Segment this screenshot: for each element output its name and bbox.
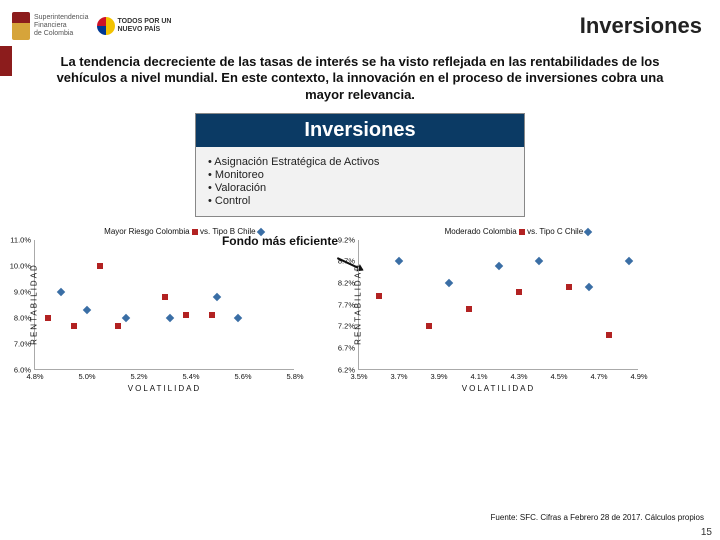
data-point-diamond: [83, 306, 91, 314]
ytick: 8.7%: [329, 257, 355, 266]
ytick: 7.0%: [5, 339, 31, 348]
inversiones-box: Inversiones • Asignación Estratégica de …: [195, 113, 525, 217]
data-point-diamond: [445, 279, 453, 287]
square-marker-icon: [192, 229, 198, 235]
pill-item: • Monitoreo: [208, 169, 512, 181]
data-point-diamond: [395, 257, 403, 265]
xtick: 5.6%: [234, 372, 251, 381]
header: Superintendencia Financiera de Colombia …: [0, 0, 720, 48]
chart-left-series-a-label: Mayor Riesgo Colombia: [104, 227, 189, 236]
data-point-square: [426, 323, 432, 329]
data-point-diamond: [122, 314, 130, 322]
fondo-eficiente-label: Fondo más eficiente: [222, 235, 338, 248]
chart-left-ylabel: RENTABILIDAD: [29, 263, 38, 345]
colombia-flag-icon: [97, 17, 115, 35]
square-marker-icon: [519, 229, 525, 235]
chart-left-plot: RENTABILIDAD VOLATILIDAD 6.0%7.0%8.0%9.0…: [34, 240, 294, 370]
inversiones-box-title: Inversiones: [196, 114, 524, 147]
logo2-line2: NUEVO PAÍS: [118, 26, 172, 34]
xtick: 4.9%: [630, 372, 647, 381]
data-point-diamond: [234, 314, 242, 322]
xtick: 5.2%: [130, 372, 147, 381]
inversiones-box-body: • Asignación Estratégica de Activos • Mo…: [196, 147, 524, 216]
logo2-line1: TODOS POR UN: [118, 18, 172, 26]
xtick: 4.7%: [590, 372, 607, 381]
ytick: 10.0%: [5, 261, 31, 270]
data-point-square: [209, 312, 215, 318]
logo-superfinanciera: Superintendencia Financiera de Colombia: [12, 12, 89, 40]
pill-item: • Valoración: [208, 182, 512, 194]
slide-number: 15: [701, 527, 712, 538]
xtick: 3.5%: [350, 372, 367, 381]
ytick: 8.2%: [329, 279, 355, 288]
source-text: Fuente: SFC. Cifras a Febrero 28 de 2017…: [491, 513, 704, 522]
chart-left-xlabel: VOLATILIDAD: [128, 384, 201, 393]
xtick: 4.1%: [470, 372, 487, 381]
data-point-square: [466, 306, 472, 312]
logo1-line1: Superintendencia: [34, 14, 89, 22]
logo1-line2: Financiera: [34, 22, 89, 30]
diamond-marker-icon: [584, 227, 592, 235]
data-point-diamond: [495, 262, 503, 270]
data-point-square: [376, 293, 382, 299]
xtick: 5.8%: [286, 372, 303, 381]
data-point-square: [97, 263, 103, 269]
data-point-diamond: [625, 257, 633, 265]
data-point-square: [516, 289, 522, 295]
data-point-square: [162, 294, 168, 300]
logo-nuevo-pais: TODOS POR UN NUEVO PAÍS: [97, 17, 172, 35]
xtick: 4.8%: [26, 372, 43, 381]
logo-superfinanciera-text: Superintendencia Financiera de Colombia: [34, 14, 89, 38]
fondo-eficiente-text: Fondo más eficiente: [222, 234, 338, 248]
xtick: 5.0%: [78, 372, 95, 381]
chart-right-series-b-label: vs. Tipo C Chile: [527, 227, 583, 236]
side-accent-bar: [0, 46, 12, 76]
data-point-square: [606, 332, 612, 338]
page-title: Inversiones: [580, 13, 708, 39]
xtick: 3.7%: [390, 372, 407, 381]
ytick: 8.0%: [5, 313, 31, 322]
pill-item: • Control: [208, 195, 512, 207]
subtitle-text: La tendencia decreciente de las tasas de…: [0, 48, 720, 113]
data-point-square: [183, 312, 189, 318]
logo1-line3: de Colombia: [34, 30, 89, 38]
ytick: 7.7%: [329, 300, 355, 309]
ytick: 9.0%: [5, 287, 31, 296]
data-point-diamond: [57, 288, 65, 296]
xtick: 4.5%: [550, 372, 567, 381]
logo-nuevo-pais-text: TODOS POR UN NUEVO PAÍS: [118, 18, 172, 34]
xtick: 4.3%: [510, 372, 527, 381]
data-point-square: [71, 323, 77, 329]
chart-right-title: Moderado Colombia vs. Tipo C Chile: [358, 227, 678, 236]
chart-right-xlabel: VOLATILIDAD: [462, 384, 535, 393]
chart-right-series-a-label: Moderado Colombia: [445, 227, 517, 236]
chart-right-plot: RENTABILIDAD VOLATILIDAD 6.2%6.7%7.2%7.7…: [358, 240, 638, 370]
ytick: 6.7%: [329, 344, 355, 353]
pill-container: Inversiones • Asignación Estratégica de …: [0, 113, 720, 217]
charts-row: Mayor Riesgo Colombia vs. Tipo B Chile R…: [0, 217, 720, 370]
chart-right: Moderado Colombia vs. Tipo C Chile RENTA…: [358, 223, 678, 370]
data-point-square: [115, 323, 121, 329]
data-point-diamond: [585, 283, 593, 291]
xtick: 5.4%: [182, 372, 199, 381]
data-point-diamond: [166, 314, 174, 322]
data-point-square: [566, 284, 572, 290]
data-point-square: [45, 315, 51, 321]
data-point-diamond: [213, 293, 221, 301]
ytick: 11.0%: [5, 235, 31, 244]
data-point-diamond: [535, 257, 543, 265]
logo-superfinanciera-icon: [12, 12, 30, 40]
xtick: 3.9%: [430, 372, 447, 381]
logos: Superintendencia Financiera de Colombia …: [12, 12, 171, 40]
ytick: 9.2%: [329, 235, 355, 244]
ytick: 7.2%: [329, 322, 355, 331]
chart-left: Mayor Riesgo Colombia vs. Tipo B Chile R…: [34, 223, 334, 370]
pill-item: • Asignación Estratégica de Activos: [208, 156, 512, 168]
